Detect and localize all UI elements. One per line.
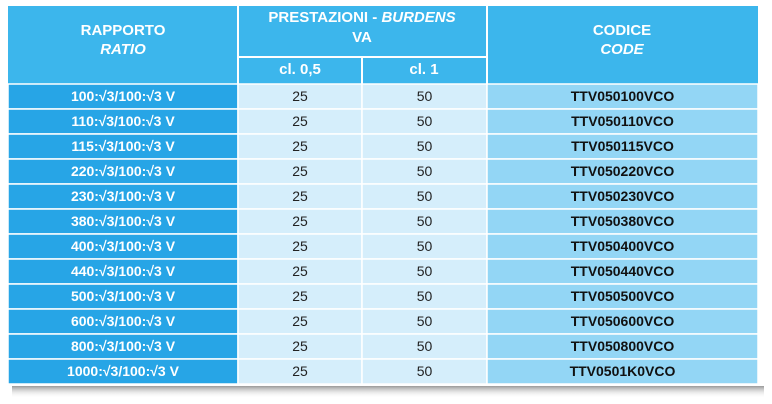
cell-text: TTV050440VCO bbox=[571, 263, 675, 279]
cell bbox=[361, 358, 488, 385]
shadow bbox=[12, 386, 764, 398]
cell-text: 50 bbox=[417, 288, 433, 304]
cell-text: 50 bbox=[417, 213, 433, 229]
cell bbox=[486, 358, 759, 385]
cell bbox=[361, 333, 488, 360]
cell-text: 50 bbox=[417, 188, 433, 204]
cell-text: 25 bbox=[292, 263, 308, 279]
cell bbox=[486, 258, 759, 285]
cell-text: 50 bbox=[417, 88, 433, 104]
cell bbox=[7, 358, 239, 385]
cell-text: 50 bbox=[417, 263, 433, 279]
cell-text: 25 bbox=[292, 363, 308, 379]
header-text: PRESTAZIONI - BURDENS bbox=[268, 9, 455, 26]
cell-text: 1000:√3/100:√3 V bbox=[67, 363, 180, 379]
cell bbox=[237, 258, 363, 285]
cell-text: 25 bbox=[292, 188, 308, 204]
header-text: cl. 0,5 bbox=[279, 61, 321, 78]
cell bbox=[7, 108, 239, 135]
cell-text: TTV050115VCO bbox=[571, 138, 674, 154]
cell-text: 380:√3/100:√3 V bbox=[71, 213, 176, 229]
cell bbox=[486, 233, 759, 260]
cell bbox=[486, 108, 759, 135]
cell-text: TTV050100VCO bbox=[571, 88, 675, 104]
cell-text: 50 bbox=[417, 238, 433, 254]
header-text: VA bbox=[352, 29, 372, 46]
cell-text: 115:√3/100:√3 V bbox=[71, 138, 175, 154]
cell-text: 100:√3/100:√3 V bbox=[71, 88, 176, 104]
cell-text: TTV050800VCO bbox=[571, 338, 675, 354]
cell-text: 25 bbox=[292, 163, 308, 179]
cell-text: TTV050400VCO bbox=[571, 238, 675, 254]
cell bbox=[486, 133, 759, 160]
cell-text: 25 bbox=[292, 113, 308, 129]
cell-text: 25 bbox=[292, 238, 308, 254]
cell-text: 50 bbox=[417, 113, 433, 129]
cell-text: 25 bbox=[292, 138, 308, 154]
cell-text: 50 bbox=[417, 313, 433, 329]
cell-text: TTV050500VCO bbox=[571, 288, 675, 304]
cell bbox=[361, 133, 488, 160]
header-text: PRESTAZIONI - bbox=[268, 9, 381, 26]
cell-text: 50 bbox=[417, 163, 433, 179]
header-bg bbox=[8, 6, 758, 84]
cell-text: 440:√3/100:√3 V bbox=[71, 263, 176, 279]
cell-text: TTV050380VCO bbox=[571, 213, 675, 229]
cell bbox=[237, 158, 363, 185]
cell-text: 110:√3/100:√3 V bbox=[71, 113, 175, 129]
header-text: CODE bbox=[600, 41, 644, 58]
header-text: CODICE bbox=[593, 22, 651, 39]
cell-text: TTV050600VCO bbox=[571, 313, 675, 329]
cell-text: 25 bbox=[292, 88, 308, 104]
cell bbox=[486, 283, 759, 310]
cell-text: 230:√3/100:√3 V bbox=[71, 188, 176, 204]
cell-text: 500:√3/100:√3 V bbox=[71, 288, 176, 304]
rows: 100:√3/100:√3 V 25 50 TTV050100VCO 110:√3/10… bbox=[7, 83, 759, 385]
cell-text: 25 bbox=[292, 338, 308, 354]
cell bbox=[7, 308, 239, 335]
header-text: BURDENS bbox=[381, 9, 455, 26]
cell bbox=[361, 208, 488, 235]
cell bbox=[486, 158, 759, 185]
cell-text: TTV050110VCO bbox=[571, 113, 674, 129]
cell bbox=[237, 83, 363, 110]
header-text: RAPPORTO bbox=[81, 22, 166, 39]
cell bbox=[237, 108, 363, 135]
header-text: RATIO bbox=[100, 41, 146, 58]
cell-text: 50 bbox=[417, 138, 433, 154]
cell-text: 220:√3/100:√3 V bbox=[71, 163, 176, 179]
cell-text: TTV050220VCO bbox=[571, 163, 675, 179]
cell-text: TTV0501K0VCO bbox=[570, 363, 676, 379]
cell-text: 600:√3/100:√3 V bbox=[71, 313, 176, 329]
cell-text: 50 bbox=[417, 338, 433, 354]
cell bbox=[361, 183, 488, 210]
cell-text: 50 bbox=[417, 363, 433, 379]
cell-text: 800:√3/100:√3 V bbox=[71, 338, 176, 354]
cell bbox=[7, 183, 239, 210]
cell bbox=[237, 333, 363, 360]
cell-text: 25 bbox=[292, 288, 308, 304]
cell-text: 25 bbox=[292, 313, 308, 329]
cell-text: 25 bbox=[292, 213, 308, 229]
cell bbox=[361, 83, 488, 110]
header-text: cl. 1 bbox=[409, 61, 438, 78]
cell bbox=[237, 283, 363, 310]
cell-text: TTV050230VCO bbox=[571, 188, 675, 204]
cell bbox=[361, 308, 488, 335]
cell bbox=[7, 283, 239, 310]
cell-text: 400:√3/100:√3 V bbox=[71, 238, 176, 254]
